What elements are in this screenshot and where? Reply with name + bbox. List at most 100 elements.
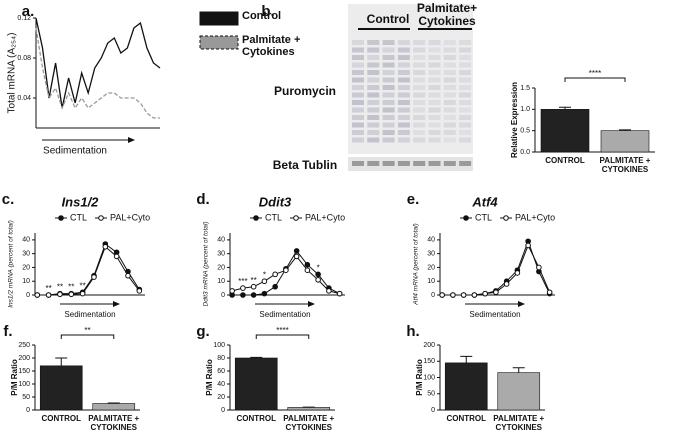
panel-letter: b. bbox=[261, 3, 274, 20]
blot-band bbox=[397, 161, 410, 166]
y-tick-label: 200 bbox=[423, 342, 435, 349]
y-tick-label: 250 bbox=[18, 342, 30, 349]
blot-smear bbox=[397, 40, 410, 45]
data-point bbox=[493, 289, 499, 296]
legend-marker bbox=[98, 215, 104, 221]
blot-smear bbox=[367, 92, 380, 98]
blot-smear bbox=[367, 62, 380, 68]
x-axis-label: Sedimentation bbox=[259, 310, 310, 319]
legend-marker bbox=[58, 215, 64, 221]
blot-smear bbox=[459, 47, 472, 53]
error-bar bbox=[619, 129, 631, 131]
y-tick-label: 30 bbox=[427, 251, 435, 258]
blot-smear bbox=[382, 62, 395, 68]
panel-title: Ins1/2 bbox=[62, 194, 100, 209]
data-point bbox=[272, 283, 278, 290]
data-point bbox=[304, 261, 311, 268]
data-point bbox=[240, 292, 246, 298]
blot-smear bbox=[397, 47, 410, 53]
blot-smear bbox=[459, 137, 472, 143]
significance-bracket bbox=[60, 334, 115, 339]
panel-letter: f. bbox=[3, 323, 12, 340]
blot-smear bbox=[428, 137, 441, 143]
blot-smear bbox=[428, 62, 441, 68]
x-tick-label: CONTROL bbox=[41, 415, 82, 423]
blot-smear bbox=[459, 100, 472, 105]
bar bbox=[444, 362, 488, 411]
legend-marker bbox=[503, 215, 509, 221]
blot-smear bbox=[459, 115, 472, 120]
series-line bbox=[442, 239, 551, 296]
blot-smear bbox=[397, 122, 410, 128]
bar bbox=[39, 365, 83, 411]
y-tick-label: 20 bbox=[217, 394, 225, 401]
blot-smear bbox=[413, 70, 426, 75]
series-line bbox=[442, 244, 551, 296]
blot-smear bbox=[443, 85, 456, 90]
legend-marker bbox=[293, 215, 299, 221]
data-point bbox=[460, 292, 467, 298]
blot-smear bbox=[352, 70, 364, 75]
x-axis-label: Sedimentation bbox=[43, 146, 107, 157]
series-line bbox=[35, 17, 161, 109]
data-point bbox=[482, 290, 488, 297]
blot-smear bbox=[428, 92, 441, 98]
direction-arrowhead bbox=[308, 301, 315, 307]
blot-row-label: Puromycin bbox=[274, 84, 336, 98]
blot-smear bbox=[413, 62, 426, 68]
y-tick-label: 10 bbox=[427, 278, 435, 285]
blot-smear bbox=[397, 130, 410, 135]
bar bbox=[497, 372, 541, 411]
y-tick-label: 1.5 bbox=[520, 85, 530, 92]
series-line bbox=[37, 245, 140, 296]
panel-title: Ddit3 bbox=[259, 194, 292, 209]
y-tick-label: 40 bbox=[217, 381, 225, 388]
blot-smear bbox=[352, 107, 364, 113]
x-axis-label: Sedimentation bbox=[469, 310, 520, 319]
legend-marker bbox=[253, 215, 259, 221]
blot-membrane bbox=[348, 157, 473, 171]
y-axis-label: Total mRNA (A₂₅₄) bbox=[7, 33, 18, 114]
blot-smear bbox=[428, 100, 441, 105]
blot-smear bbox=[443, 122, 456, 128]
blot-smear bbox=[413, 77, 426, 83]
y-tick-label: 0 bbox=[431, 407, 435, 414]
blot-smear bbox=[367, 55, 380, 60]
blot-smear bbox=[413, 85, 426, 90]
blot-smear bbox=[443, 77, 456, 83]
y-tick-label: 150 bbox=[423, 358, 435, 365]
legend-label: Palmitate + Cytokines bbox=[242, 34, 301, 59]
x-tick-label: CONTROL bbox=[236, 415, 277, 423]
x-tick-label: CONTROL bbox=[446, 415, 487, 423]
panel-letter: g. bbox=[196, 323, 209, 340]
blot-smear bbox=[397, 100, 410, 105]
data-point bbox=[315, 277, 321, 283]
y-tick-label: 40 bbox=[217, 237, 225, 244]
data-point bbox=[304, 267, 311, 274]
blot-smear bbox=[367, 137, 380, 143]
y-axis-label: P/M Ratio bbox=[205, 359, 214, 396]
data-point bbox=[68, 291, 75, 298]
bar bbox=[540, 109, 590, 153]
blot-smear bbox=[443, 107, 456, 113]
x-tick-label-box: CONTROL bbox=[446, 415, 487, 423]
blot-smear bbox=[382, 40, 395, 45]
direction-arrowhead bbox=[518, 301, 525, 307]
blot-smear bbox=[459, 70, 472, 75]
blot-smear bbox=[397, 137, 410, 143]
y-tick-label: 60 bbox=[217, 368, 225, 375]
direction-arrowhead bbox=[128, 137, 135, 143]
y-tick-label: 80 bbox=[217, 355, 225, 362]
y-tick-label: 100 bbox=[423, 374, 435, 381]
x-tick-label: CONTROL bbox=[545, 157, 585, 165]
series-line bbox=[35, 27, 160, 119]
blot-smear bbox=[352, 100, 364, 105]
y-axis-label: P/M Ratio bbox=[415, 359, 424, 396]
blot-smear bbox=[367, 40, 380, 45]
y-axis-label: Ins1/2 mRNA (percent of total) bbox=[8, 220, 15, 308]
panel-title: Atf4 bbox=[471, 194, 498, 209]
data-point bbox=[272, 271, 278, 278]
error-bar bbox=[250, 356, 263, 358]
blot-smear bbox=[352, 47, 364, 53]
data-point bbox=[250, 292, 257, 298]
